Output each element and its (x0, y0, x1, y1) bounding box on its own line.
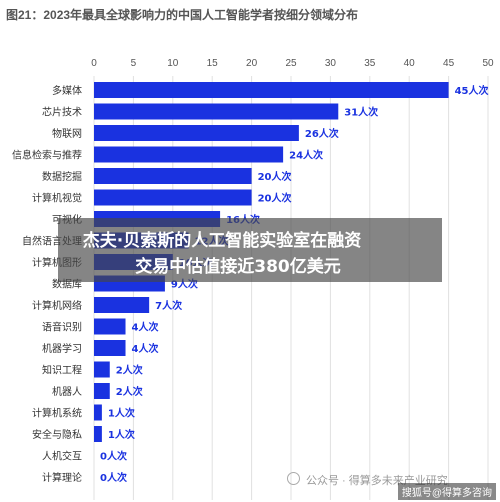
value-label: 45人次 (455, 84, 489, 97)
category-label: 人机交互 (42, 450, 82, 463)
x-tick-label: 25 (285, 58, 297, 69)
bar (94, 168, 252, 184)
value-label: 24人次 (289, 149, 323, 162)
category-label: 知识工程 (42, 364, 82, 377)
x-tick-label: 10 (167, 58, 179, 69)
value-label: 0人次 (100, 471, 127, 484)
x-tick-label: 15 (207, 58, 219, 69)
bar (94, 361, 110, 378)
x-tick-label: 50 (482, 58, 494, 69)
x-tick-label: 5 (131, 58, 137, 69)
category-label: 多媒体 (52, 84, 82, 97)
bar (94, 404, 102, 421)
value-label: 4人次 (132, 321, 159, 334)
category-label: 芯片技术 (42, 106, 82, 119)
value-label: 31人次 (344, 106, 378, 119)
value-label: 1人次 (108, 428, 135, 441)
value-label: 20人次 (258, 170, 292, 183)
x-tick-label: 20 (246, 58, 258, 69)
value-label: 20人次 (258, 192, 292, 205)
bar (94, 125, 299, 141)
category-label: 物联网 (52, 127, 82, 140)
category-label: 计算机网络 (32, 299, 82, 312)
news-headline-overlay: 杰夫·贝索斯的人工智能实验室在融资 交易中估值接近380亿美元 (58, 218, 442, 282)
bar (94, 103, 339, 120)
category-label: 语音识别 (42, 321, 82, 334)
bar (94, 297, 150, 313)
value-label: 26人次 (305, 127, 339, 140)
x-tick-label: 40 (404, 58, 416, 69)
category-label: 数据挖掘 (42, 170, 82, 183)
bar (94, 82, 449, 98)
category-labels: 多媒体芯片技术物联网信息检索与推荐数据挖掘计算机视觉可视化自然语言处理计算机图形… (12, 84, 82, 484)
bar (94, 189, 252, 206)
value-label: 4人次 (132, 342, 159, 355)
corner-watermark: 搜狐号@得算多咨询 (397, 483, 496, 500)
x-axis-ticks: 0 5 10 15 20 25 30 35 40 45 50 (91, 58, 494, 69)
x-tick-label: 0 (91, 58, 97, 69)
value-label: 2人次 (116, 385, 143, 398)
bar (94, 318, 126, 335)
headline-line-1: 杰夫·贝索斯的人工智能实验室在融资 (82, 231, 362, 251)
bar (94, 340, 126, 356)
category-label: 机器学习 (42, 342, 82, 355)
value-label: 0人次 (100, 450, 127, 463)
category-label: 计算机视觉 (32, 192, 82, 205)
wechat-icon (287, 472, 300, 485)
x-tick-label: 30 (325, 58, 337, 69)
category-label: 计算理论 (42, 471, 82, 484)
category-label: 计算机系统 (32, 407, 82, 420)
x-tick-label: 45 (443, 58, 455, 69)
category-label: 安全与隐私 (32, 428, 82, 441)
value-label: 2人次 (116, 364, 143, 377)
value-label: 1人次 (108, 407, 135, 420)
bar (94, 383, 110, 399)
category-label: 机器人 (52, 385, 82, 398)
category-label: 信息检索与推荐 (12, 149, 82, 162)
headline-line-2: 交易中估值接近380亿美元 (135, 257, 341, 277)
chart-title: 图21：2023年最具全球影响力的中国人工智能学者按细分领域分布 (6, 8, 359, 22)
value-label: 7人次 (155, 299, 182, 312)
bar (94, 426, 102, 442)
bar (94, 146, 284, 163)
x-tick-label: 35 (364, 58, 376, 69)
